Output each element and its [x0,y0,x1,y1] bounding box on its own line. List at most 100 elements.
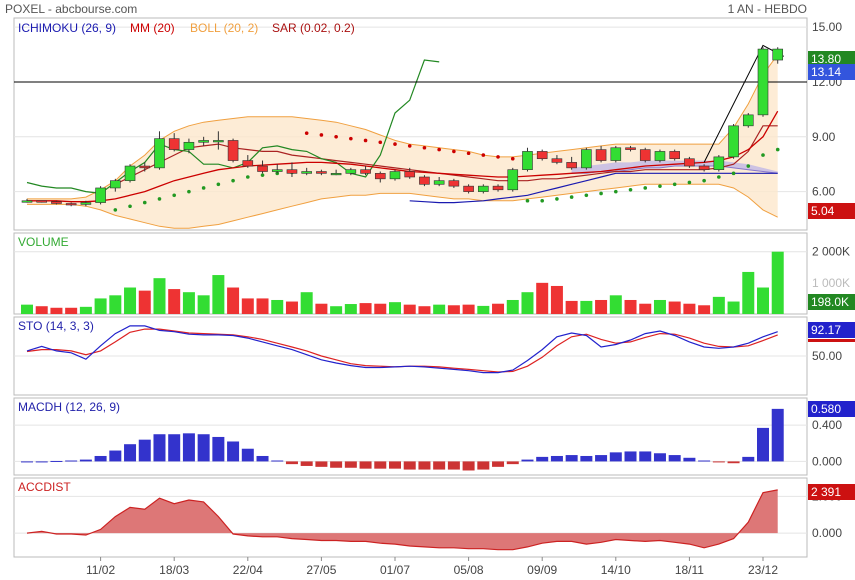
candle [433,180,445,185]
ichimoku-line [409,172,778,204]
volume-bar [653,299,666,314]
volume-bar [609,295,622,314]
macd-bar [742,456,755,462]
macd-bar [477,461,490,470]
sar-point [437,147,441,152]
volume-bar [182,292,195,314]
volume-bar [94,298,107,314]
tag-stochastic-d [808,339,855,342]
macd-bar [79,459,92,462]
sar-point [304,131,309,135]
tag-macd: 0.580 [811,402,841,416]
volume-bar [683,303,696,314]
volume-bar [521,292,534,314]
tag-accdist: 2 391 [811,485,841,499]
sar-point [687,180,692,185]
sar-point [334,134,338,139]
sar-point [113,208,118,212]
sar-point [672,182,677,187]
volume-bar [65,307,78,314]
macd-bar [389,461,401,469]
sar-point [658,184,662,188]
sar-point [363,138,368,143]
candle [522,151,533,170]
candle [36,200,48,203]
sar-point [216,182,221,187]
macd-tick-label: 0.000 [812,454,842,468]
sar-point [142,200,147,205]
price-legend-item: BOLL (20, 2) [190,21,258,35]
volume-bar [35,306,48,314]
volume-bar [550,285,563,314]
volume-bar [168,289,181,314]
macd-legend: MACDH (12, 26, 9) [18,400,120,414]
stochastic-tick-label: 50.00 [812,349,842,363]
sar-point [378,140,383,145]
candle [168,138,180,150]
candle [257,165,268,172]
volume-bar [536,282,549,314]
volume-bar [124,287,137,314]
volume-bar [344,304,357,314]
sar-point [452,149,456,154]
candle [404,171,416,178]
volume-bar [138,290,151,314]
tag-stochastic: 92.17 [811,323,841,337]
macd-bar [653,453,666,462]
volume-tick-label: 1 000K [812,276,850,290]
sar-point [540,198,544,203]
macd-bar [300,461,313,466]
volume-bar [256,298,269,314]
volume-bar [21,304,33,314]
sar-point [157,197,162,201]
volume-bar [771,251,784,314]
x-tick-label: 22/04 [233,563,263,577]
sar-point [614,189,618,194]
candle [316,171,327,174]
candle [463,185,474,192]
macd-bar [624,451,637,462]
tag-close-bg [808,64,855,80]
volume-bar [197,295,210,314]
macd-tick-label: 0.400 [812,418,842,432]
candle [610,147,622,161]
candle [360,169,371,174]
price-legend-item: ICHIMOKU (26, 9) [18,21,116,35]
volume-bar [506,299,519,314]
volume-bar [79,306,92,314]
macd-bar [492,461,505,467]
tag-high-bg [808,51,855,67]
macd-bar [418,461,431,470]
volume-bar [698,305,711,314]
candle [110,180,121,189]
sar-point [393,142,397,146]
sar-point [128,204,132,209]
candle [698,165,710,170]
macd-bar [182,433,195,462]
macd-bar [403,461,416,470]
sar-point [260,173,265,177]
volume-bar [50,307,63,314]
source-title: POXEL - abcbourse.com [5,2,138,16]
macd-bar [698,460,711,462]
macd-bar [727,461,740,464]
macd-bar [521,459,534,462]
sar-point [496,155,500,159]
volume-bar [477,305,490,314]
sar-point [761,153,765,157]
volume-bar [153,278,166,314]
accdist-area [27,489,778,550]
candle [507,169,519,191]
x-tick-label: 09/09 [527,563,557,577]
candle [595,149,607,161]
volume-bar [433,304,446,314]
sar-point [628,187,633,192]
macd-bar [550,455,563,462]
sar-point [731,171,736,176]
macd-bar [344,461,357,468]
sar-point [555,197,559,201]
accdist-line [26,489,778,551]
macd-bar [256,455,269,462]
sar-point [746,164,751,168]
